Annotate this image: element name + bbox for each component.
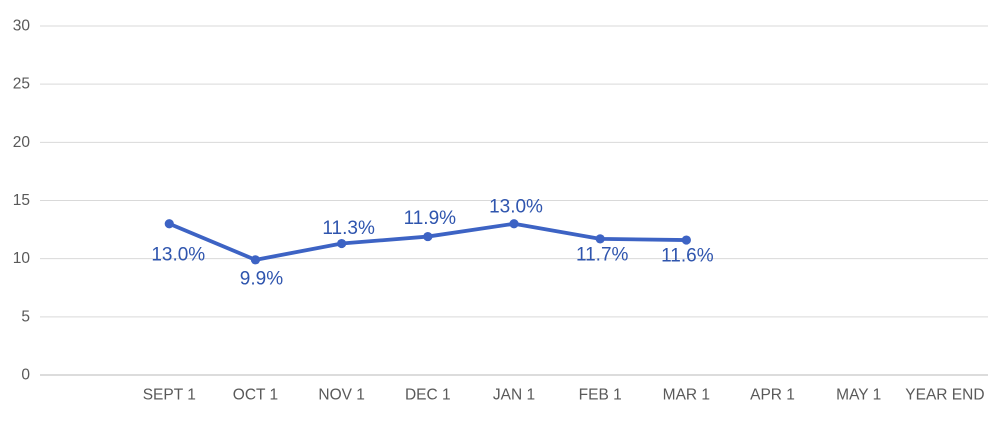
x-tick-label: MAR 1 [663, 387, 710, 404]
y-tick-label: 10 [13, 250, 31, 267]
data-point-marker[interactable] [681, 235, 691, 245]
data-point-label: 13.0% [489, 196, 543, 217]
x-tick-label: MAY 1 [836, 387, 881, 404]
data-point-marker[interactable] [595, 234, 605, 244]
y-tick-label: 25 [13, 76, 30, 93]
data-point-marker[interactable] [250, 255, 261, 265]
y-tick-label: 20 [13, 134, 31, 151]
x-tick-label: OCT 1 [233, 387, 278, 404]
data-point-marker[interactable] [423, 231, 433, 242]
data-point-label: 11.7% [576, 244, 629, 265]
x-tick-label: NOV 1 [318, 387, 365, 404]
data-point-marker[interactable] [509, 219, 519, 229]
x-tick-label: FEB 1 [579, 387, 622, 404]
data-point-label: 11.3% [322, 218, 375, 239]
x-tick-label: DEC 1 [405, 387, 451, 404]
x-tick-label: APR 1 [750, 387, 795, 404]
y-tick-label: 5 [21, 308, 30, 325]
x-tick-label: YEAR END [905, 387, 984, 404]
data-point-marker[interactable] [337, 238, 347, 249]
x-tick-label: JAN 1 [493, 387, 535, 404]
y-tick-label: 30 [13, 18, 31, 35]
y-tick-label: 0 [21, 367, 30, 384]
x-tick-label: SEPT 1 [143, 387, 196, 404]
data-point-label: 9.9% [240, 268, 283, 289]
data-point-label: 11.9% [404, 208, 457, 229]
data-point-marker[interactable] [164, 219, 174, 229]
data-point-label: 11.6% [661, 246, 714, 267]
data-point-label: 13.0% [151, 244, 205, 265]
y-tick-label: 15 [13, 192, 30, 209]
